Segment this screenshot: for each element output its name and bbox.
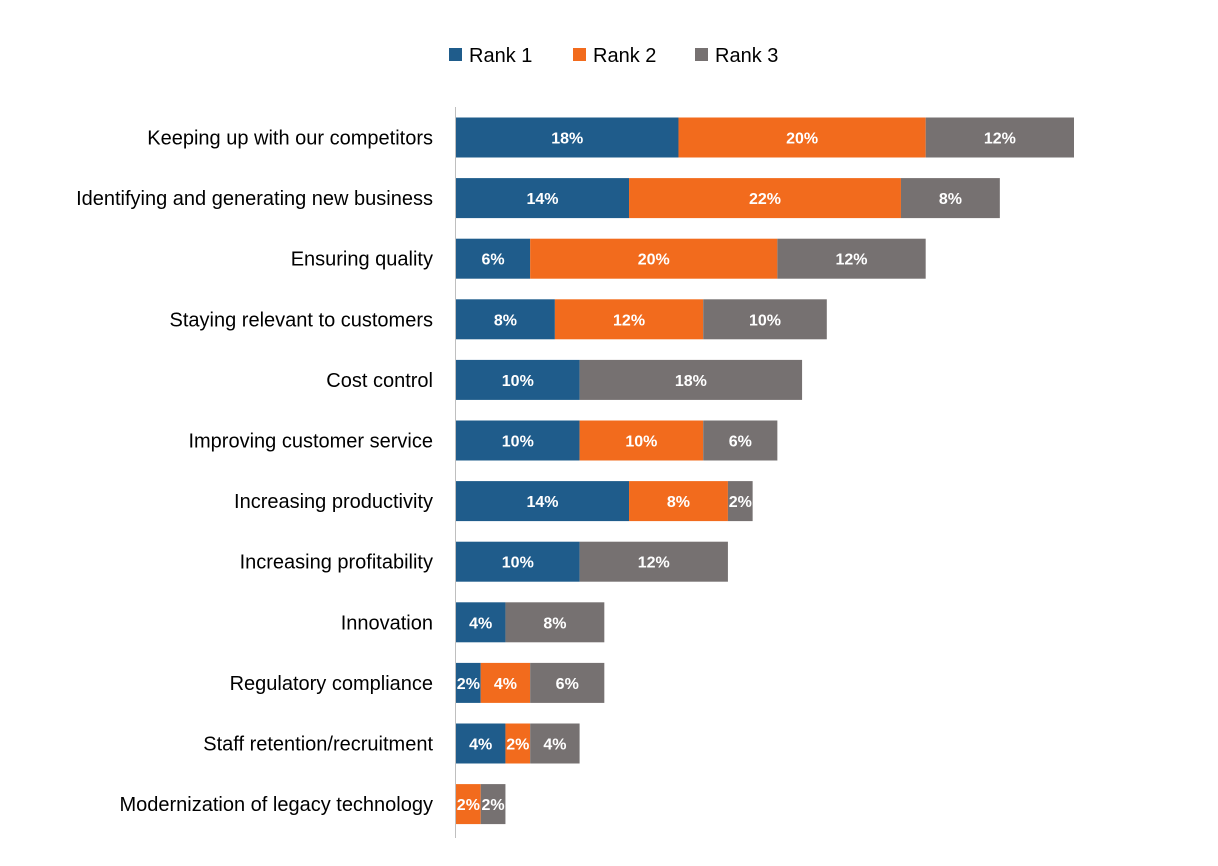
data-label-rank-3-improving-customer-service: 6% [729, 434, 752, 451]
bar-rank-2-staff-retention-recruitment [505, 723, 531, 764]
category-label-identifying-and-generating-new-business: Identifying and generating new business [76, 188, 433, 210]
data-label-rank-1-regulatory-compliance: 2% [457, 676, 480, 693]
bar-rank-2-regulatory-compliance [480, 662, 531, 703]
bar-rank-3-staying-relevant-to-customers [703, 299, 827, 340]
category-label-cost-control: Cost control [326, 370, 433, 392]
bar-rank-1-staff-retention-recruitment [456, 723, 506, 764]
bar-rank-2-staying-relevant-to-customers [554, 299, 704, 340]
category-labels: Keeping up with our competitors Identifyi… [76, 128, 433, 817]
data-label-rank-2-keeping-up-with-our-competitors: 20% [786, 131, 818, 148]
bar-rank-2-increasing-productivity [629, 481, 728, 522]
data-label-rank-2-regulatory-compliance: 4% [494, 676, 517, 693]
data-label-rank-3-regulatory-compliance: 6% [556, 676, 579, 693]
data-label-rank-3-innovation: 8% [543, 615, 566, 632]
category-label-improving-customer-service: Improving customer service [188, 431, 433, 453]
bar-rank-1-increasing-profitability [456, 541, 580, 582]
legend-label-rank-2: Rank 2 [593, 45, 656, 67]
legend-label-rank-3: Rank 3 [715, 45, 778, 67]
bar-rank-2-ensuring-quality [530, 238, 778, 279]
bar-rank-3-increasing-productivity [727, 481, 753, 522]
data-label-rank-1-cost-control: 10% [502, 373, 534, 390]
category-label-staff-retention-recruitment: Staff retention/recruitment [203, 734, 433, 756]
bar-rank-3-innovation [505, 602, 605, 643]
bar-rank-2-improving-customer-service [579, 420, 704, 461]
bar-rank-1-ensuring-quality [456, 238, 531, 279]
legend-swatch-rank-1 [449, 48, 462, 61]
data-label-rank-1-increasing-productivity: 14% [527, 494, 559, 511]
data-label-rank-2-increasing-productivity: 8% [667, 494, 690, 511]
bar-rank-1-identifying-and-generating-new-business [456, 178, 630, 219]
category-label-regulatory-compliance: Regulatory compliance [230, 673, 433, 695]
legend: Rank 1 Rank 2 Rank 3 [449, 45, 778, 67]
data-label-rank-2-staying-relevant-to-customers: 12% [613, 312, 645, 329]
bar-rank-3-ensuring-quality [777, 238, 926, 279]
data-label-rank-3-staff-retention-recruitment: 4% [543, 737, 566, 754]
legend-label-rank-1: Rank 1 [469, 45, 532, 67]
data-label-rank-1-ensuring-quality: 6% [482, 252, 505, 269]
data-label-rank-3-staying-relevant-to-customers: 10% [749, 312, 781, 329]
data-label-rank-3-increasing-profitability: 12% [638, 555, 670, 572]
data-label-rank-1-keeping-up-with-our-competitors: 18% [551, 131, 583, 148]
data-label-rank-1-improving-customer-service: 10% [502, 434, 534, 451]
data-label-rank-2-ensuring-quality: 20% [638, 252, 670, 269]
data-label-rank-2-staff-retention-recruitment: 2% [506, 737, 529, 754]
bar-rank-3-keeping-up-with-our-competitors [925, 117, 1074, 158]
data-label-rank-1-increasing-profitability: 10% [502, 555, 534, 572]
data-label-rank-1-identifying-and-generating-new-business: 14% [527, 191, 559, 208]
bar-rank-1-regulatory-compliance [456, 662, 481, 703]
bar-rank-1-improving-customer-service [456, 420, 580, 461]
bar-rank-3-identifying-and-generating-new-business [900, 178, 1000, 219]
bar-rank-1-innovation [456, 602, 506, 643]
bars: 18% 20% 12% 14% 22% 8% 6% 20% 12% 8% 12% 10% 10% 18% 1… [456, 117, 1074, 825]
data-label-rank-2-modernization-of-legacy-technology: 2% [457, 797, 480, 814]
category-label-staying-relevant-to-customers: Staying relevant to customers [170, 309, 433, 331]
bar-rank-1-staying-relevant-to-customers [456, 299, 555, 340]
bar-rank-3-increasing-profitability [579, 541, 728, 582]
data-label-rank-2-improving-customer-service: 10% [625, 434, 657, 451]
category-label-ensuring-quality: Ensuring quality [291, 249, 433, 271]
data-label-rank-1-staff-retention-recruitment: 4% [469, 737, 492, 754]
bar-rank-2-identifying-and-generating-new-business [629, 178, 901, 219]
data-label-rank-3-modernization-of-legacy-technology: 2% [482, 797, 505, 814]
bar-rank-1-increasing-productivity [456, 481, 630, 522]
category-label-keeping-up-with-our-competitors: Keeping up with our competitors [147, 128, 433, 150]
data-label-rank-3-keeping-up-with-our-competitors: 12% [984, 131, 1016, 148]
bar-rank-2-modernization-of-legacy-technology [456, 784, 481, 825]
data-label-rank-3-ensuring-quality: 12% [836, 252, 868, 269]
bar-rank-3-modernization-of-legacy-technology [480, 784, 506, 825]
data-label-rank-3-identifying-and-generating-new-business: 8% [939, 191, 962, 208]
legend-swatch-rank-2 [573, 48, 586, 61]
data-label-rank-2-identifying-and-generating-new-business: 22% [749, 191, 781, 208]
data-label-rank-3-increasing-productivity: 2% [729, 494, 752, 511]
bar-rank-3-staff-retention-recruitment [530, 723, 580, 764]
category-label-modernization-of-legacy-technology: Modernization of legacy technology [119, 794, 433, 816]
bar-rank-2-keeping-up-with-our-competitors [678, 117, 926, 158]
category-label-innovation: Innovation [341, 612, 433, 634]
data-label-rank-1-staying-relevant-to-customers: 8% [494, 312, 517, 329]
category-label-increasing-productivity: Increasing productivity [234, 491, 433, 513]
bar-rank-1-cost-control [456, 359, 580, 400]
legend-swatch-rank-3 [695, 48, 708, 61]
bar-rank-3-regulatory-compliance [530, 662, 605, 703]
bar-rank-3-cost-control [579, 359, 803, 400]
data-label-rank-3-cost-control: 18% [675, 373, 707, 390]
bar-rank-3-improving-customer-service [703, 420, 778, 461]
data-label-rank-1-innovation: 4% [469, 615, 492, 632]
bar-rank-1-keeping-up-with-our-competitors [456, 117, 679, 158]
category-label-increasing-profitability: Increasing profitability [240, 552, 433, 574]
